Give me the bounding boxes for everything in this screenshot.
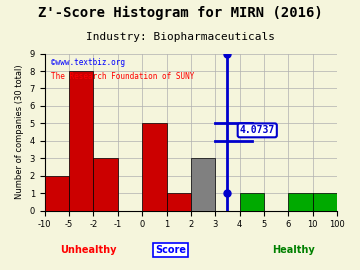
Text: Industry: Biopharmaceuticals: Industry: Biopharmaceuticals <box>86 32 275 42</box>
Text: Healthy: Healthy <box>272 245 315 255</box>
Text: Score: Score <box>155 245 186 255</box>
Bar <box>93 158 118 211</box>
Text: Unhealthy: Unhealthy <box>60 245 117 255</box>
Bar <box>69 71 93 211</box>
Text: 4.0737: 4.0737 <box>240 125 275 135</box>
Bar <box>191 158 215 211</box>
Bar <box>167 193 191 211</box>
Text: The Research Foundation of SUNY: The Research Foundation of SUNY <box>50 72 194 82</box>
Bar <box>142 123 167 211</box>
Text: ©www.textbiz.org: ©www.textbiz.org <box>50 58 125 67</box>
Y-axis label: Number of companies (30 total): Number of companies (30 total) <box>15 65 24 200</box>
Bar <box>313 193 337 211</box>
Bar <box>240 193 264 211</box>
Bar <box>288 193 313 211</box>
Bar <box>45 176 69 211</box>
Text: Z'-Score Histogram for MIRN (2016): Z'-Score Histogram for MIRN (2016) <box>38 5 322 19</box>
